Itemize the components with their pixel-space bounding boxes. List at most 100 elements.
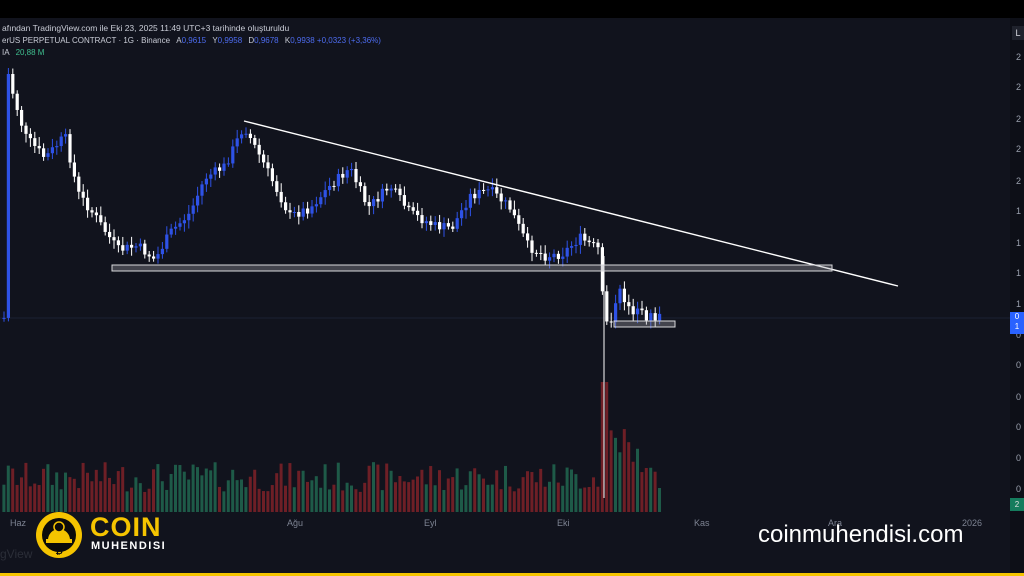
candle-body bbox=[380, 188, 384, 202]
symbol-legend[interactable]: erUS PERPETUAL CONTRACT · 1G · Binance A… bbox=[2, 36, 381, 45]
candle-body bbox=[631, 306, 635, 315]
candle-body bbox=[270, 168, 274, 182]
volume-bar bbox=[451, 477, 455, 512]
scale-label[interactable]: L bbox=[1012, 26, 1024, 40]
volume-bar bbox=[433, 485, 437, 512]
volume-bar bbox=[15, 484, 19, 512]
candle-body bbox=[90, 210, 94, 213]
low-value: 0,9678 bbox=[254, 36, 279, 45]
candle-body bbox=[187, 213, 191, 221]
candle-body bbox=[152, 256, 156, 259]
volume-bar bbox=[323, 464, 327, 512]
candle-body bbox=[231, 146, 235, 164]
volume-bar bbox=[442, 489, 446, 512]
logo-wordmark: COIN bbox=[90, 512, 162, 542]
candle-body bbox=[37, 145, 41, 149]
candle-body bbox=[240, 134, 244, 139]
volume-bar bbox=[64, 472, 67, 512]
candle-body bbox=[600, 247, 604, 292]
candle-body bbox=[446, 223, 450, 227]
candle-body bbox=[147, 254, 151, 257]
low-key: D bbox=[248, 36, 255, 45]
candle-body bbox=[218, 167, 222, 171]
volume-bar bbox=[112, 484, 116, 512]
candle-body bbox=[438, 222, 442, 230]
volume-bar bbox=[178, 465, 182, 512]
candle-body bbox=[341, 173, 345, 178]
volume-bar bbox=[152, 469, 155, 512]
volume-bar bbox=[486, 484, 490, 512]
volume-bar bbox=[68, 477, 72, 512]
volume-bar bbox=[328, 489, 331, 512]
volume-bar bbox=[108, 477, 111, 512]
candle-body bbox=[486, 189, 490, 191]
candle-body bbox=[253, 138, 257, 145]
volume-bar bbox=[468, 471, 472, 512]
price-tick: 1 bbox=[1016, 268, 1022, 278]
candle-body bbox=[134, 246, 138, 248]
candle-body bbox=[288, 210, 292, 213]
volume-bar bbox=[389, 470, 393, 512]
indicator-legend[interactable]: IA 20,88 M bbox=[2, 48, 44, 57]
last-price-badge: 0 1 bbox=[1010, 312, 1024, 334]
candle-body bbox=[323, 190, 327, 198]
candle-body bbox=[2, 317, 6, 319]
candle-body bbox=[28, 133, 32, 139]
volume-bar bbox=[226, 480, 230, 512]
candle-body bbox=[653, 313, 657, 321]
candle-body bbox=[292, 212, 296, 214]
candle-body bbox=[411, 207, 415, 211]
candle-body bbox=[614, 303, 618, 323]
top-bar bbox=[0, 0, 1024, 18]
candlestick-plot[interactable] bbox=[0, 18, 1010, 573]
candle-body bbox=[165, 234, 169, 249]
candle-body bbox=[429, 221, 433, 225]
volume-bar bbox=[336, 462, 340, 512]
volume-bar bbox=[270, 485, 274, 512]
volume-bar bbox=[297, 470, 301, 512]
candle-body bbox=[394, 188, 398, 190]
candle-body bbox=[297, 212, 301, 217]
volume-bar bbox=[363, 482, 367, 512]
indicator-name: IA bbox=[2, 48, 10, 57]
volume-bar bbox=[618, 452, 622, 512]
candle-body bbox=[20, 109, 24, 126]
volume-bar bbox=[240, 479, 243, 512]
candle-body bbox=[565, 247, 569, 257]
candle-body bbox=[622, 288, 626, 303]
price-axis[interactable] bbox=[1010, 18, 1024, 573]
candle-body bbox=[543, 253, 547, 261]
candle-body bbox=[138, 243, 142, 247]
volume-bar bbox=[182, 471, 186, 512]
volume-bar bbox=[504, 465, 507, 512]
volume-bar bbox=[103, 462, 107, 512]
candle-body bbox=[116, 240, 120, 246]
candle-body bbox=[354, 168, 358, 183]
candle-body bbox=[86, 197, 90, 211]
volume-bar bbox=[416, 476, 419, 512]
volume-bar bbox=[235, 480, 239, 512]
volume-bar bbox=[314, 476, 318, 512]
candle-body bbox=[398, 188, 402, 196]
volume-bar bbox=[372, 462, 375, 512]
volume-bar bbox=[59, 489, 63, 512]
candle-body bbox=[213, 167, 217, 175]
volume-bar bbox=[578, 488, 582, 512]
open-value: 0,9615 bbox=[181, 36, 207, 45]
candle-body bbox=[200, 184, 204, 196]
candle-body bbox=[77, 176, 81, 192]
candle-body bbox=[539, 252, 543, 254]
volume-bar bbox=[622, 429, 626, 512]
price-tick: 0 bbox=[1016, 392, 1022, 402]
candle-body bbox=[248, 133, 252, 139]
price-tick: 2 bbox=[1016, 176, 1022, 186]
volume-bar bbox=[143, 491, 147, 512]
volume-bar bbox=[196, 467, 199, 512]
candle-body bbox=[143, 243, 147, 255]
candle-body bbox=[627, 302, 631, 307]
volume-bar bbox=[288, 463, 292, 512]
candle-body bbox=[464, 207, 468, 211]
countdown-label: 1 bbox=[1014, 322, 1020, 331]
volume-bar bbox=[508, 486, 512, 512]
annotations bbox=[111, 120, 899, 328]
